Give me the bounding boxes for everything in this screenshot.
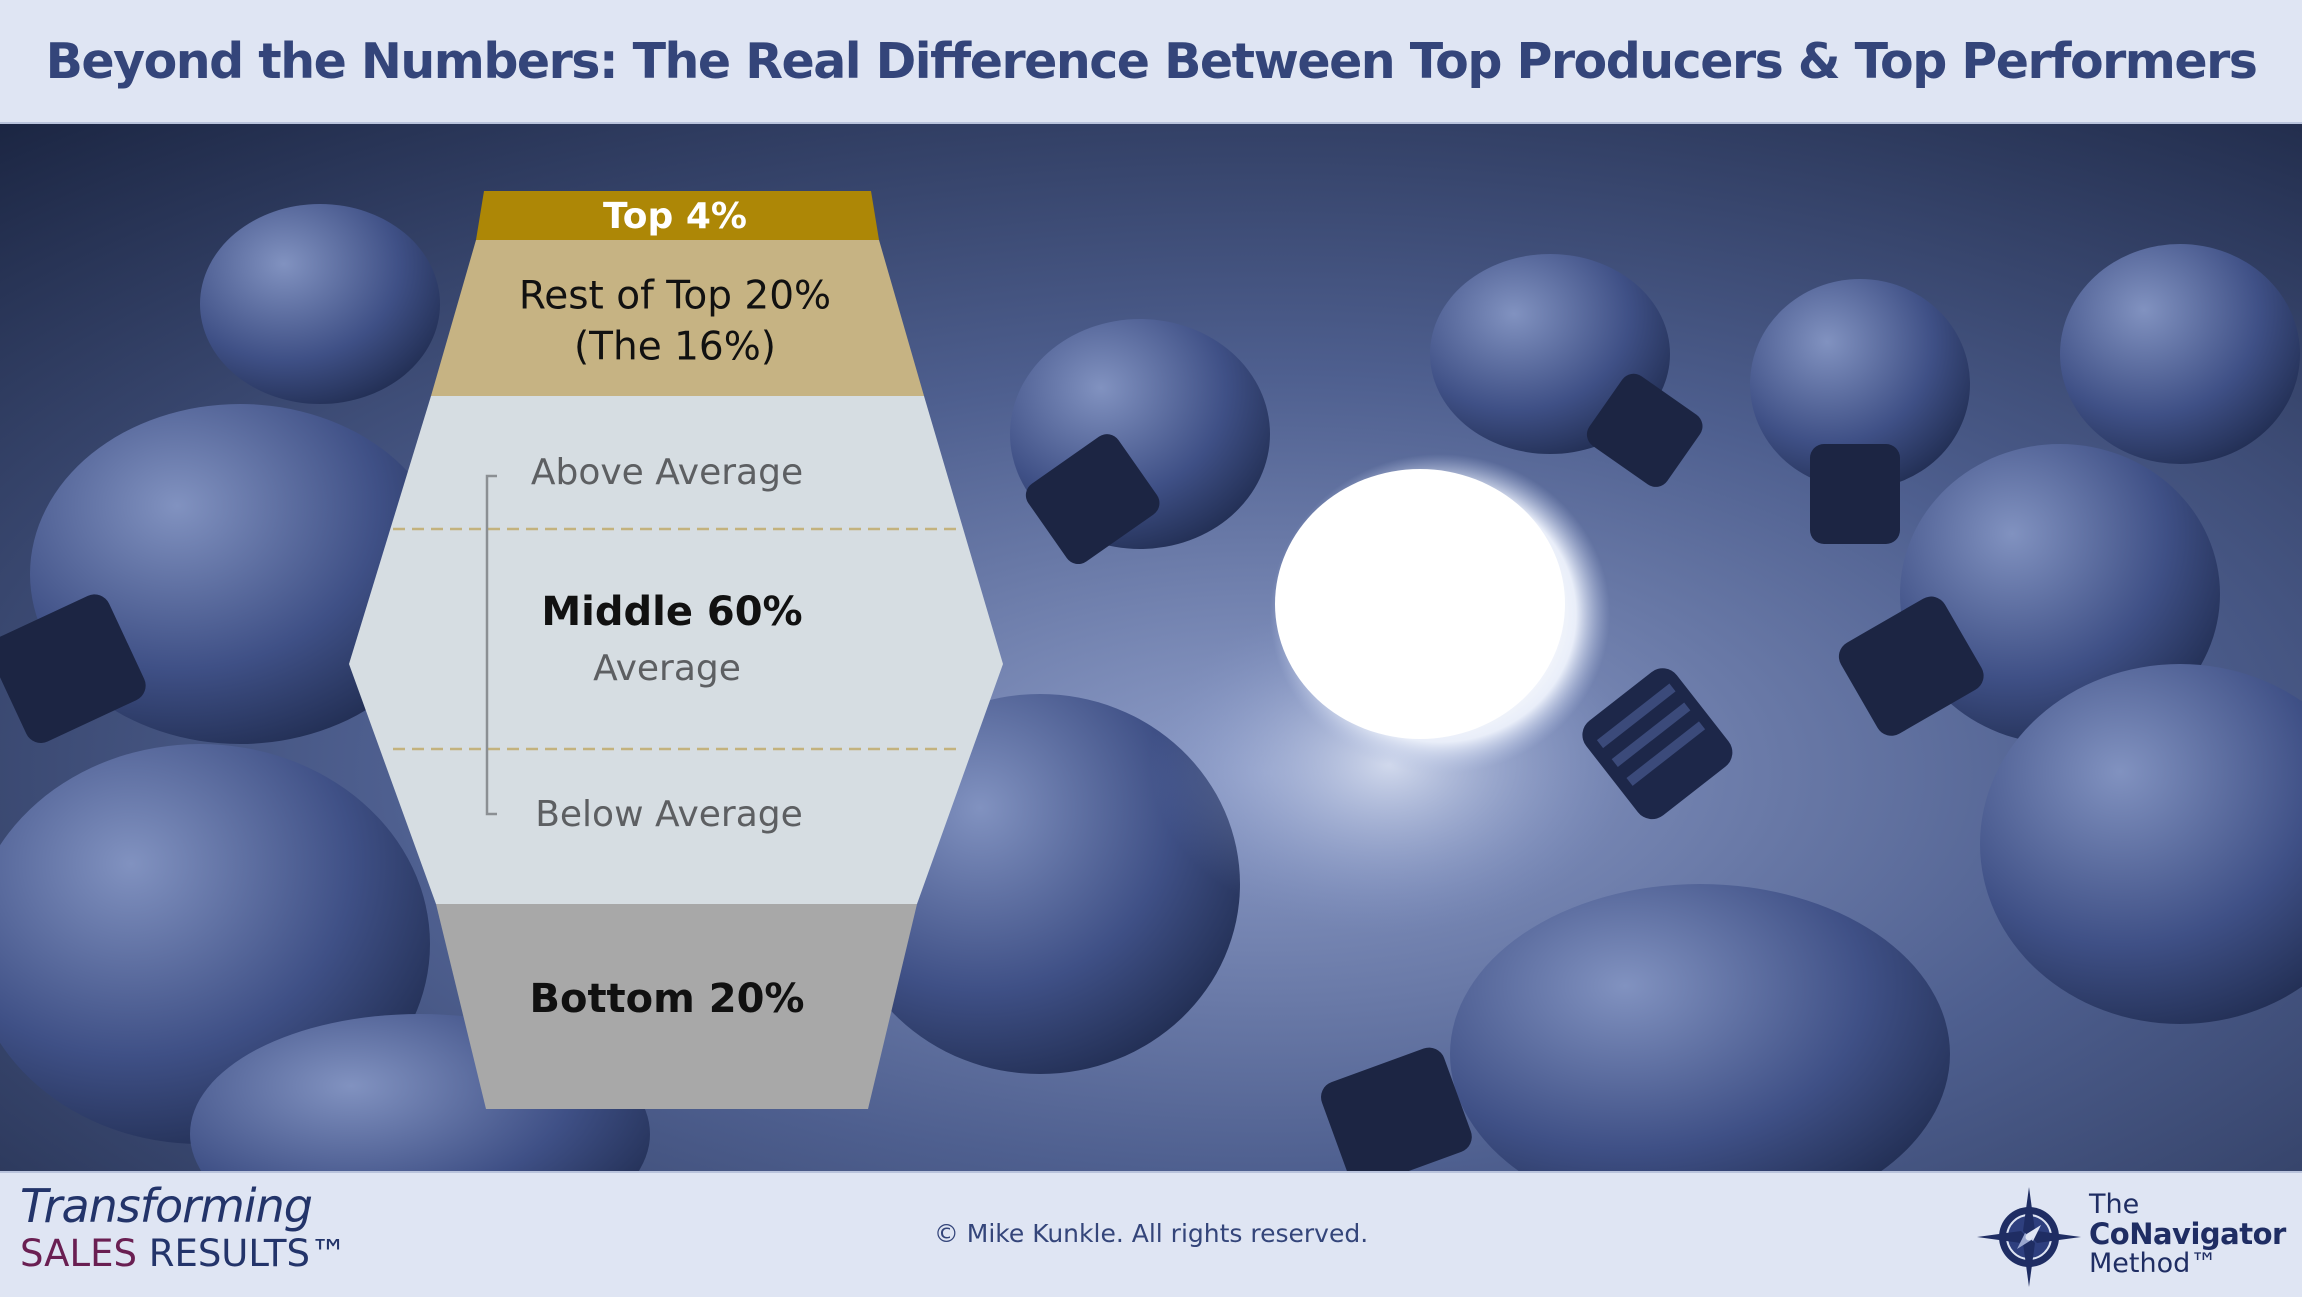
dim-bulb-icon (200, 204, 440, 404)
method-line1: The (2089, 1189, 2140, 1220)
dim-bulb-icon (2060, 244, 2300, 464)
brand-line1: Transforming (20, 1179, 313, 1233)
dim-bulb-icon (1321, 884, 1950, 1171)
pyramid-top4-band (476, 191, 879, 240)
header-bar: Beyond the Numbers: The Real Difference … (0, 0, 2302, 124)
conavigator-logo: The CoNavigator Method™ (1975, 1185, 2295, 1289)
average-label: Average (593, 648, 741, 689)
dim-bulb-icon (1750, 279, 1970, 544)
range-bracket (485, 474, 497, 816)
above-average-label: Above Average (531, 452, 803, 493)
pyramid-top20-band (431, 240, 924, 396)
page-title: Beyond the Numbers: The Real Difference … (45, 32, 2258, 90)
below-average-label: Below Average (535, 794, 803, 835)
method-line2: CoNavigator (2089, 1217, 2286, 1252)
glowing-bulb-icon (1150, 454, 1733, 934)
dim-bulb-icon (1430, 254, 1703, 487)
brand-logo: Transforming SALES RESULTS™ (20, 1183, 347, 1272)
hero-scene: Top 4% Rest of Top 20% (The 16%) Above A… (0, 124, 2302, 1171)
lightbulb-background: Top 4% Rest of Top 20% (The 16%) Above A… (0, 124, 2302, 1171)
rest-top20-label: Rest of Top 20% (519, 274, 831, 319)
performance-pyramid: Top 4% Rest of Top 20% (The 16%) Above A… (349, 191, 1003, 1109)
brand-line2: SALES RESULTS™ (20, 1235, 347, 1272)
dim-bulb-icon (1010, 319, 1270, 565)
method-name: The CoNavigator Method™ (2089, 1189, 2286, 1279)
dim-bulb-icon (0, 404, 450, 744)
brand-rest: RESULTS™ (136, 1232, 347, 1275)
brand-accent: SALES (20, 1232, 137, 1275)
top4-label: Top 4% (603, 196, 747, 237)
rest-top20-sublabel: (The 16%) (574, 325, 776, 370)
copyright-text: © Mike Kunkle. All rights reserved. (933, 1219, 1369, 1248)
footer-bar: Transforming SALES RESULTS™ © Mike Kunkl… (0, 1171, 2302, 1297)
dim-bulb-icon (1980, 664, 2302, 1024)
bottom-label: Bottom 20% (529, 976, 804, 1022)
pyramid-bottom-band (436, 904, 917, 1109)
middle-label: Middle 60% (541, 589, 802, 635)
pyramid-middle-band (349, 396, 1003, 904)
method-line3: Method™ (2089, 1247, 2218, 1279)
compass-icon (1977, 1187, 2081, 1287)
